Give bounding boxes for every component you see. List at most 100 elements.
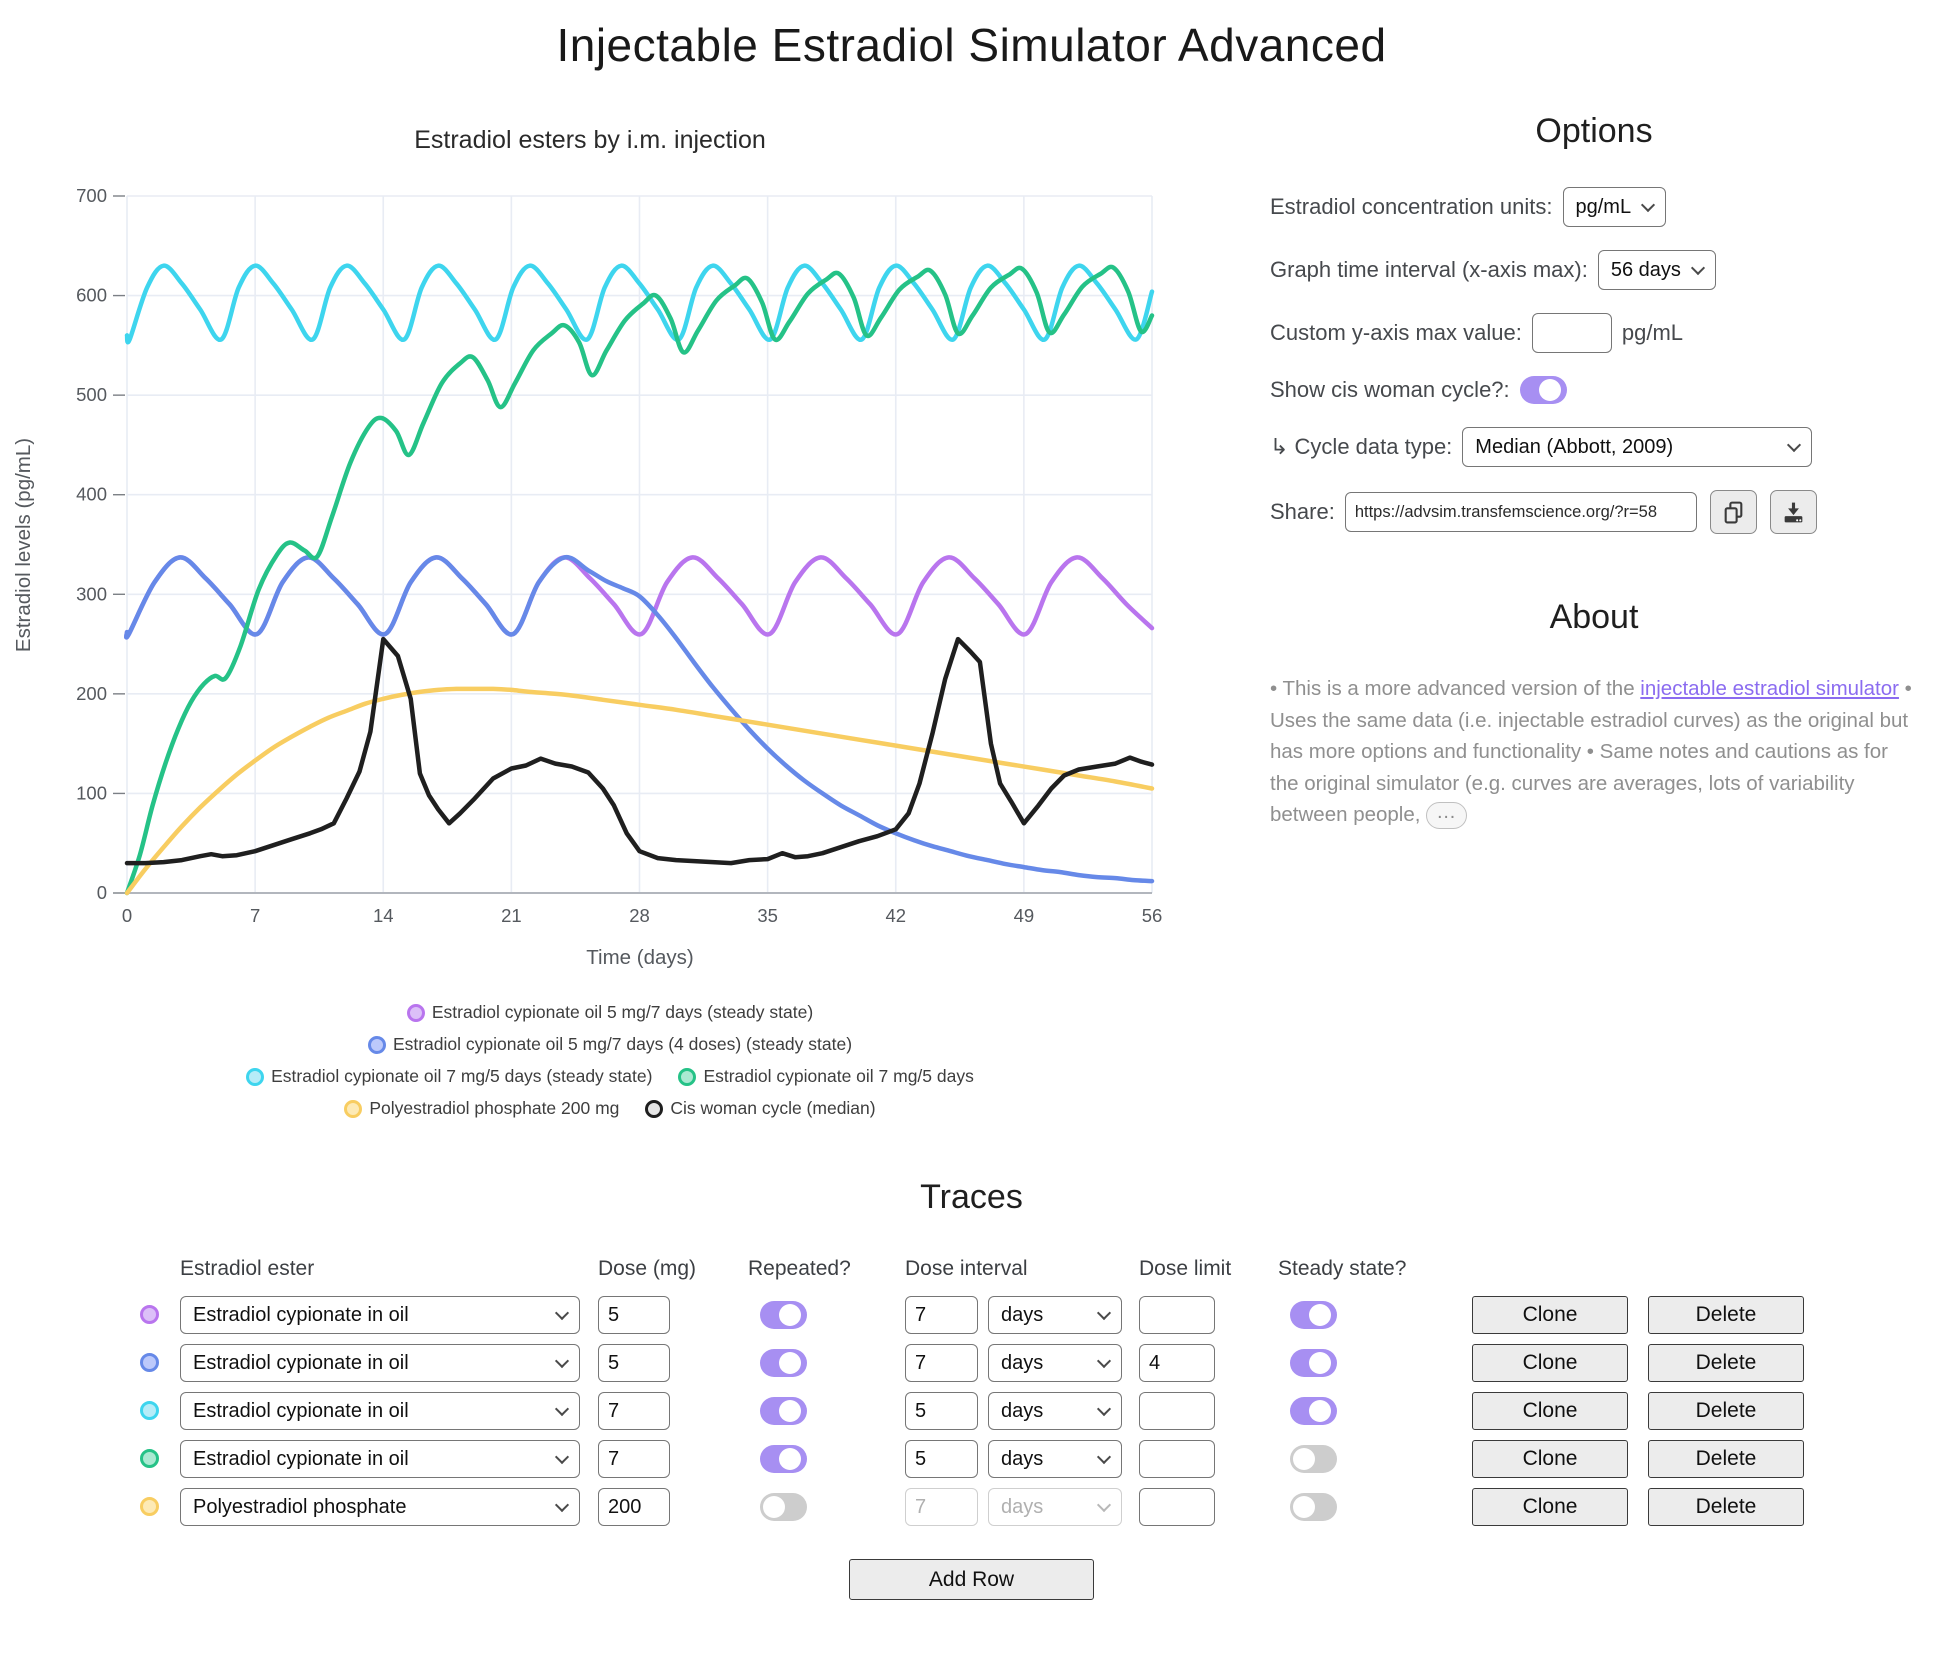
- ester-select[interactable]: Estradiol cypionate in oil: [180, 1392, 580, 1430]
- svg-text:42: 42: [885, 905, 906, 926]
- interval-input[interactable]: [905, 1440, 978, 1478]
- option-row-share: Share:: [1270, 490, 1918, 534]
- trace-row: Estradiol cypionate in oil days Clone De…: [0, 1291, 1943, 1339]
- share-url-input[interactable]: [1344, 492, 1697, 532]
- traces-table-header: Estradiol ester Dose (mg) Repeated? Dose…: [0, 1257, 1943, 1291]
- repeated-toggle[interactable]: [760, 1445, 807, 1473]
- dose-input[interactable]: [598, 1392, 670, 1430]
- clone-button[interactable]: Clone: [1472, 1296, 1628, 1334]
- svg-text:28: 28: [629, 905, 650, 926]
- original-simulator-link[interactable]: injectable estradiol simulator: [1640, 677, 1899, 700]
- chart-title: Estradiol esters by i.m. injection: [414, 126, 766, 154]
- interval-input[interactable]: [905, 1344, 978, 1382]
- ester-select[interactable]: Estradiol cypionate in oil: [180, 1440, 580, 1478]
- legend-marker-circle-icon: [367, 1035, 386, 1054]
- time-interval-select[interactable]: 56 days: [1597, 250, 1716, 290]
- interval-unit-select[interactable]: days: [988, 1344, 1122, 1382]
- add-row-button[interactable]: Add Row: [849, 1559, 1094, 1600]
- copy-share-link-button[interactable]: [1709, 490, 1757, 534]
- about-heading: About: [1549, 598, 1639, 636]
- svg-text:0: 0: [122, 905, 132, 926]
- steady-state-toggle[interactable]: [1290, 1301, 1337, 1329]
- steady-state-toggle[interactable]: [1290, 1493, 1337, 1521]
- series-line: [124, 264, 1155, 896]
- dose-limit-input[interactable]: [1139, 1440, 1215, 1478]
- interval-input[interactable]: [905, 1296, 978, 1334]
- legend-label: Polyestradiol phosphate 200 mg: [369, 1098, 620, 1118]
- option-row-time-interval: Graph time interval (x-axis max): 56 day…: [1270, 250, 1918, 290]
- clone-button[interactable]: Clone: [1472, 1392, 1628, 1430]
- trace-color-marker: [140, 1305, 159, 1324]
- dose-input[interactable]: [598, 1296, 670, 1334]
- delete-button[interactable]: Delete: [1648, 1296, 1804, 1334]
- trace-color-marker: [140, 1449, 159, 1468]
- series-line: [124, 686, 1155, 896]
- delete-button[interactable]: Delete: [1648, 1344, 1804, 1382]
- dose-limit-input[interactable]: [1139, 1344, 1215, 1382]
- legend-row: Estradiol cypionate oil 7 mg/5 days (ste…: [246, 1066, 974, 1087]
- legend-item[interactable]: Estradiol cypionate oil 7 mg/5 days: [678, 1066, 974, 1087]
- repeated-toggle[interactable]: [760, 1349, 807, 1377]
- interval-unit-select[interactable]: days: [988, 1392, 1122, 1430]
- col-header-dose-interval: Dose interval: [905, 1257, 1028, 1280]
- units-label: Estradiol concentration units:: [1270, 194, 1553, 219]
- legend-item[interactable]: Estradiol cypionate oil 7 mg/5 days (ste…: [246, 1066, 652, 1087]
- dose-input[interactable]: [598, 1440, 670, 1478]
- about-panel: About • This is a more advanced version …: [1270, 598, 1918, 831]
- delete-button[interactable]: Delete: [1648, 1440, 1804, 1478]
- dose-limit-input[interactable]: [1139, 1392, 1215, 1430]
- delete-button[interactable]: Delete: [1648, 1392, 1804, 1430]
- steady-state-toggle[interactable]: [1290, 1349, 1337, 1377]
- units-select[interactable]: pg/mL: [1562, 187, 1667, 227]
- page-title: Injectable Estradiol Simulator Advanced: [556, 19, 1387, 71]
- repeated-toggle[interactable]: [760, 1301, 807, 1329]
- x-axis-title: Time (days): [586, 946, 693, 969]
- clone-button[interactable]: Clone: [1472, 1344, 1628, 1382]
- download-image-button[interactable]: [1769, 490, 1817, 534]
- svg-text:14: 14: [373, 905, 394, 926]
- cycle-type-select[interactable]: Median (Abbott, 2009): [1462, 427, 1813, 467]
- ester-select[interactable]: Estradiol cypionate in oil: [180, 1296, 580, 1334]
- ester-select[interactable]: Polyestradiol phosphate: [180, 1488, 580, 1526]
- legend-item[interactable]: Estradiol cypionate oil 5 mg/7 days (4 d…: [367, 1034, 853, 1055]
- svg-text:500: 500: [76, 384, 107, 405]
- clone-button[interactable]: Clone: [1472, 1488, 1628, 1526]
- cycle-toggle-label: Show cis woman cycle?:: [1270, 377, 1510, 402]
- y-axis-title: Estradiol levels (pg/mL): [12, 438, 35, 652]
- legend-label: Estradiol cypionate oil 5 mg/7 days (4 d…: [392, 1034, 853, 1054]
- dose-limit-input[interactable]: [1139, 1296, 1215, 1334]
- legend-label: Estradiol cypionate oil 5 mg/7 days (ste…: [431, 1002, 814, 1022]
- traces-heading: Traces: [920, 1178, 1023, 1216]
- delete-button[interactable]: Delete: [1648, 1488, 1804, 1526]
- legend-item[interactable]: Estradiol cypionate oil 5 mg/7 days (ste…: [406, 1002, 814, 1023]
- repeated-toggle[interactable]: [760, 1493, 807, 1521]
- svg-text:400: 400: [76, 484, 107, 505]
- steady-state-toggle[interactable]: [1290, 1445, 1337, 1473]
- legend-row: Estradiol cypionate oil 5 mg/7 days (4 d…: [367, 1034, 853, 1055]
- dose-input[interactable]: [598, 1488, 670, 1526]
- about-text-start: • This is a more advanced version of the: [1270, 677, 1641, 700]
- interval-unit-select[interactable]: days: [988, 1488, 1122, 1526]
- svg-text:700: 700: [76, 185, 107, 206]
- show-cycle-toggle[interactable]: [1519, 376, 1567, 404]
- dose-input[interactable]: [598, 1344, 670, 1382]
- interval-unit-select[interactable]: days: [988, 1296, 1122, 1334]
- repeated-toggle[interactable]: [760, 1397, 807, 1425]
- legend-item[interactable]: Cis woman cycle (median): [645, 1098, 876, 1119]
- expand-about-button[interactable]: …: [1426, 801, 1468, 830]
- ymax-input[interactable]: [1531, 313, 1612, 353]
- ester-select[interactable]: Estradiol cypionate in oil: [180, 1344, 580, 1382]
- interval-unit-select[interactable]: days: [988, 1440, 1122, 1478]
- legend-item[interactable]: Polyestradiol phosphate 200 mg: [344, 1098, 619, 1119]
- interval-input[interactable]: [905, 1488, 978, 1526]
- dose-limit-input[interactable]: [1139, 1488, 1215, 1526]
- svg-text:49: 49: [1014, 905, 1035, 926]
- col-header-repeated: Repeated?: [748, 1257, 851, 1280]
- copy-pages-icon: [1721, 500, 1746, 525]
- clone-button[interactable]: Clone: [1472, 1440, 1628, 1478]
- option-row-cycle-toggle: Show cis woman cycle?:: [1270, 376, 1918, 404]
- svg-text:21: 21: [501, 905, 522, 926]
- steady-state-toggle[interactable]: [1290, 1397, 1337, 1425]
- estradiol-chart: Estradiol esters by i.m. injection 0 7 14 21…: [0, 100, 1220, 1000]
- interval-input[interactable]: [905, 1392, 978, 1430]
